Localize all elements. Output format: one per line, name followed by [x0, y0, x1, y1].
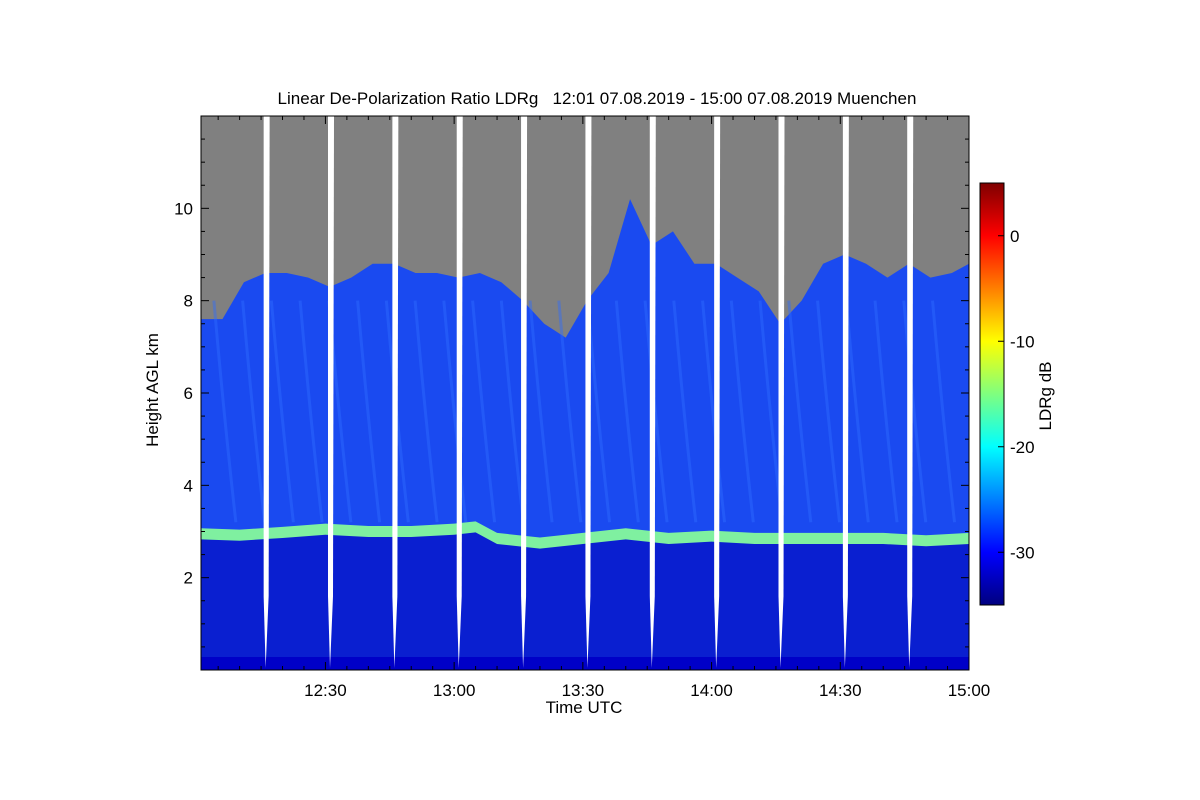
y-axis: 2 4 6 8 10 — [174, 138, 969, 648]
y-tick-label: 2 — [184, 569, 193, 588]
fall-streak — [413, 300, 439, 523]
data-gap — [328, 116, 335, 668]
colorbar-tick-label: -10 — [1010, 332, 1035, 351]
fall-streak — [557, 300, 583, 523]
x-tick-label: 12:30 — [304, 681, 347, 700]
fall-streak — [787, 300, 813, 523]
y-tick-label: 6 — [184, 384, 193, 403]
colorbar-ticks: 0 -10 -20 -30 — [998, 227, 1035, 562]
data-gap — [392, 116, 399, 668]
fall-streak — [643, 300, 669, 523]
data-gap — [585, 116, 592, 668]
lower-signal-layer — [201, 526, 969, 670]
colorbar-tick-label: -20 — [1010, 438, 1035, 457]
fall-streak — [241, 300, 267, 523]
surface-band — [201, 657, 969, 670]
fall-streak — [442, 300, 468, 523]
colorbar-tick-label: -30 — [1010, 543, 1035, 562]
data-gap — [649, 116, 656, 668]
data-gap — [778, 116, 785, 668]
y-tick-label: 8 — [184, 292, 193, 311]
colorbar-gradient — [979, 182, 1005, 606]
fall-streak — [298, 300, 324, 523]
fall-streak — [816, 300, 842, 523]
fall-streak — [729, 300, 755, 523]
y-axis-label: Height AGL km — [143, 333, 162, 447]
fall-streak — [701, 300, 727, 523]
data-gap — [907, 116, 914, 668]
fall-streak — [614, 300, 640, 523]
data-gap — [263, 116, 270, 668]
fall-streak — [844, 300, 870, 523]
fall-streak — [471, 300, 497, 523]
colorbar-label: LDRg dB — [1036, 362, 1055, 431]
chart-title: Linear De-Polarization Ratio LDRg 12:01 … — [278, 89, 917, 108]
data-gaps — [263, 116, 914, 668]
fall-streak — [356, 300, 382, 523]
fall-streak — [269, 300, 295, 523]
x-tick-label: 15:00 — [948, 681, 991, 700]
data-gap — [456, 116, 463, 668]
data-gap — [521, 116, 528, 668]
plot-area — [201, 116, 969, 670]
fall-streak — [672, 300, 698, 523]
fall-streak — [499, 300, 525, 523]
fall-streak — [902, 300, 928, 523]
data-gap — [842, 116, 849, 668]
x-tick-label: 13:00 — [433, 681, 476, 700]
x-axis-label: Time UTC — [546, 698, 623, 717]
x-tick-label: 14:30 — [819, 681, 862, 700]
fall-streak — [873, 300, 899, 523]
y-tick-label: 4 — [184, 476, 193, 495]
fall-streak — [212, 300, 238, 523]
fall-streak — [528, 300, 554, 523]
fall-streak — [931, 300, 957, 523]
x-axis: 12:30 13:00 13:30 14:00 14:30 15:00 — [217, 116, 991, 700]
colorbar: 0 -10 -20 -30 LDRg dB — [979, 182, 1055, 606]
x-tick-label: 14:00 — [690, 681, 733, 700]
colorbar-tick-label: 0 — [1010, 227, 1019, 246]
x-tick-label: 13:30 — [562, 681, 605, 700]
y-tick-label: 10 — [174, 199, 193, 218]
data-gap — [714, 116, 721, 668]
